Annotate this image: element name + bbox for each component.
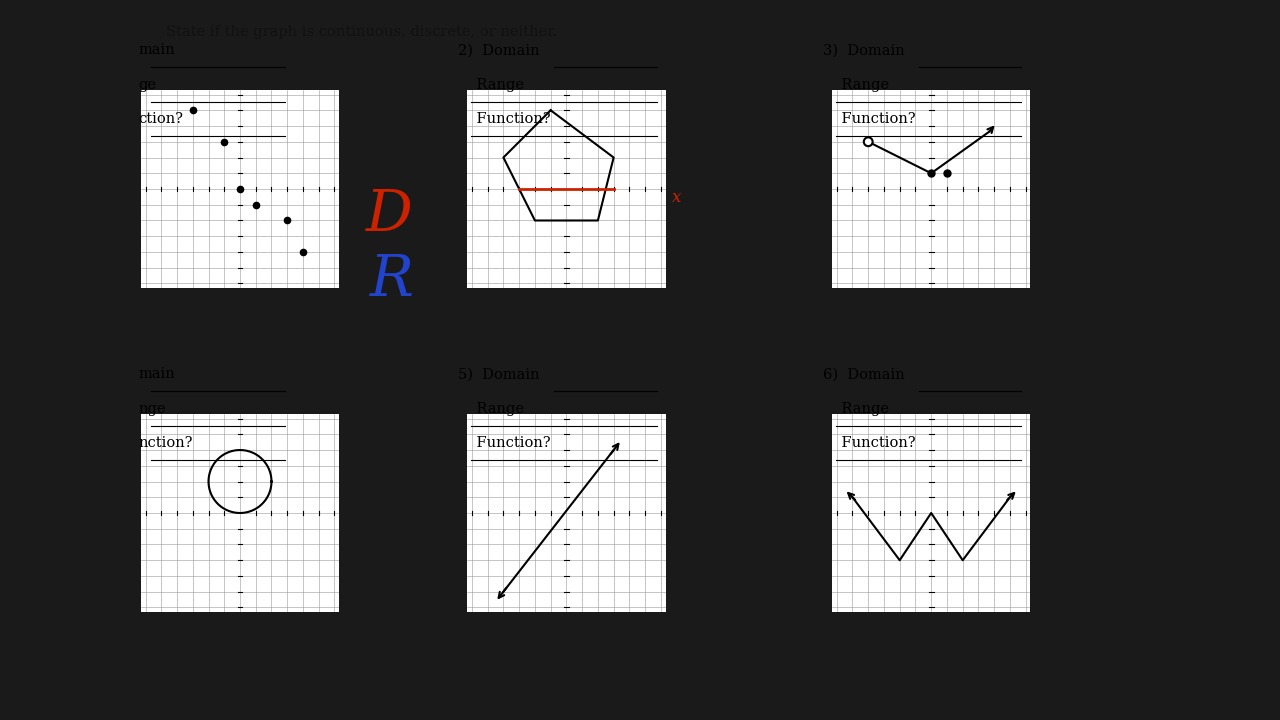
Circle shape <box>864 138 873 146</box>
Text: 2)  Domain: 2) Domain <box>458 43 540 57</box>
Text: ge: ge <box>138 78 156 91</box>
Text: ction?: ction? <box>138 112 183 126</box>
Text: R: R <box>370 252 413 308</box>
Text: Range: Range <box>823 78 890 91</box>
Text: x: x <box>672 189 681 206</box>
Text: Function?: Function? <box>458 436 550 450</box>
Text: nction?: nction? <box>138 436 193 450</box>
Text: State if the graph is continuous, discrete, or neither.: State if the graph is continuous, discre… <box>166 25 558 39</box>
Text: nge: nge <box>138 402 165 415</box>
Text: 5)  Domain: 5) Domain <box>458 367 540 381</box>
Text: Range: Range <box>458 402 525 415</box>
Text: Function?: Function? <box>458 112 550 126</box>
Text: 3)  Domain: 3) Domain <box>823 43 905 57</box>
Text: 6)  Domain: 6) Domain <box>823 367 905 381</box>
Text: Range: Range <box>458 78 525 91</box>
Text: D: D <box>366 187 413 243</box>
Text: main: main <box>138 367 175 381</box>
Text: Range: Range <box>823 402 890 415</box>
Text: Function?: Function? <box>823 436 915 450</box>
Text: main: main <box>138 43 175 57</box>
Text: Function?: Function? <box>823 112 915 126</box>
